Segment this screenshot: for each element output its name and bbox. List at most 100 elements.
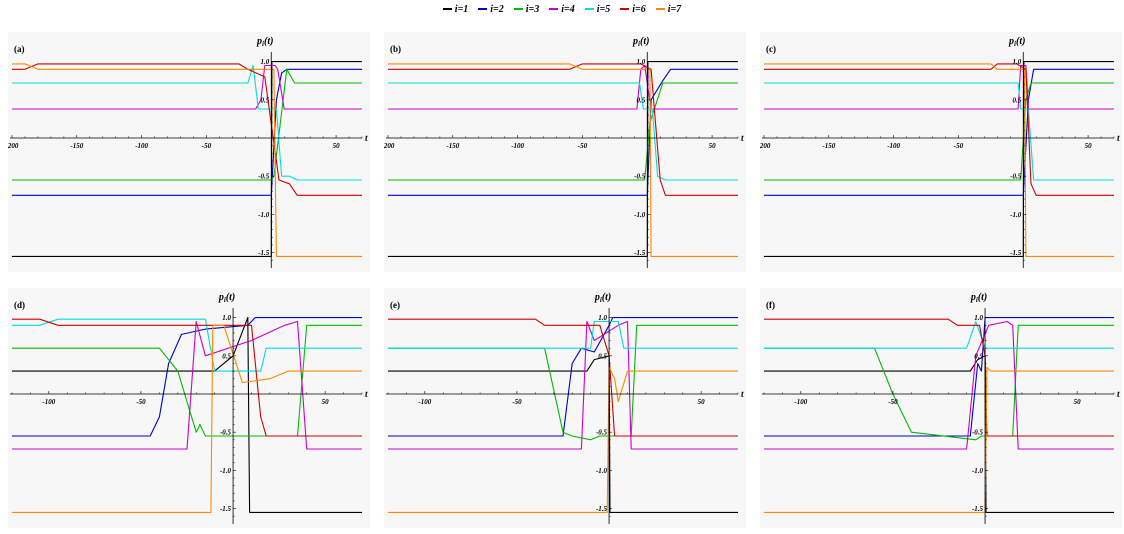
x-axis-label: t — [365, 133, 368, 143]
y-axis-label: pi(t) — [1008, 36, 1025, 48]
panel-label: (f) — [766, 300, 775, 310]
y-tick-label: -1.0 — [634, 211, 646, 219]
x-tick-label: -100 — [511, 142, 524, 150]
panel-label: (e) — [390, 300, 400, 310]
y-tick-label: -1.0 — [972, 467, 984, 475]
legend-swatch — [584, 8, 594, 10]
y-tick-label: -1.0 — [258, 211, 270, 219]
series-line-i4 — [388, 64, 738, 110]
y-tick-label: -1.0 — [596, 467, 608, 475]
y-axis-label: pi(t) — [970, 292, 987, 304]
legend-item: i=5 — [584, 3, 611, 15]
chart-panel-f: -100 -50 50 1.0 0.5 -0.5 -1.0 -1.5 t pi(t) (f) — [760, 288, 1122, 528]
series-line-i7 — [12, 63, 362, 257]
legend-swatch — [655, 8, 665, 10]
y-tick-label: -1.5 — [634, 249, 646, 257]
series-line-i2 — [388, 68, 738, 196]
y-axis-label: pi(t) — [218, 292, 235, 304]
x-tick-label: -100 — [794, 398, 807, 406]
series-line-i3 — [388, 82, 738, 181]
x-tick-label: -50 — [888, 398, 898, 406]
series-line-i2 — [388, 317, 738, 437]
legend-label: i=4 — [561, 3, 575, 15]
chart-legend: i=1 i=2 i=3 i=4 i=5 i=6 i=7 — [0, 0, 1124, 18]
series-line-i6 — [764, 318, 1114, 437]
legend-swatch — [620, 8, 630, 10]
panel-background — [760, 288, 1122, 528]
x-tick-label: -150 — [70, 142, 83, 150]
y-tick-label: 1.0 — [598, 314, 607, 322]
y-tick-label: 0.5 — [974, 352, 983, 360]
series-line-i7 — [764, 63, 1114, 257]
series-line-i5 — [388, 320, 738, 349]
y-tick-label: 1.0 — [637, 58, 646, 66]
y-tick-label: 1.0 — [222, 314, 231, 322]
y-tick-label: -1.5 — [596, 505, 608, 513]
x-tick-label: -100 — [887, 142, 900, 150]
panel-label: (b) — [390, 44, 401, 54]
series-line-i6 — [12, 318, 362, 437]
series-line-i2 — [12, 317, 362, 437]
x-tick-label: -50 — [578, 142, 588, 150]
x-tick-label: -50 — [202, 142, 212, 150]
legend-label: i=5 — [596, 3, 611, 15]
series-line-i6 — [388, 63, 738, 196]
series-line-i5 — [12, 64, 362, 181]
panel-label: (a) — [14, 44, 25, 54]
legend-swatch — [478, 8, 488, 10]
legend-item: i=7 — [655, 3, 682, 15]
panel-background — [384, 288, 746, 528]
x-tick-label: 50 — [333, 142, 341, 150]
series-line-i2 — [764, 317, 1114, 437]
x-tick-label: -50 — [136, 398, 146, 406]
series-line-i3 — [764, 324, 1114, 441]
series-line-i5 — [388, 82, 738, 181]
y-tick-label: 0.5 — [261, 96, 270, 104]
y-tick-label: -1.0 — [1010, 211, 1022, 219]
legend-item: i=1 — [442, 4, 468, 15]
chart-panel-b: -200 -150 -100 -50 50 1.0 0.5 -0.5 -1.0 -1.5 t pi(t… — [384, 32, 746, 272]
series-line-i1 — [764, 355, 1114, 513]
y-tick-label: 1.0 — [261, 58, 270, 66]
series-line-i3 — [388, 324, 738, 441]
x-tick-label: -50 — [512, 398, 522, 406]
chart-panel-c: -200 -150 -100 -50 50 1.0 0.5 -0.5 -1.0 -1.5 t pi(t… — [760, 32, 1122, 272]
series-line-i7 — [388, 366, 738, 513]
panel-background — [760, 32, 1122, 272]
x-tick-label: 50 — [1074, 398, 1082, 406]
legend-label: i=7 — [667, 3, 682, 15]
y-tick-label: 1.0 — [1013, 58, 1022, 66]
y-axis-label: pi(t) — [594, 292, 611, 304]
panel-label: (d) — [14, 300, 25, 310]
legend-item: i=3 — [513, 4, 539, 15]
y-tick-label: -1.5 — [220, 505, 232, 513]
y-tick-label: -0.5 — [1010, 173, 1022, 181]
x-axis-label: t — [1117, 133, 1120, 143]
chart-panel-e: -100 -50 50 1.0 0.5 -0.5 -1.0 -1.5 t pi(t) (e) — [384, 288, 746, 528]
x-axis-label: t — [741, 389, 744, 399]
x-tick-label: -100 — [418, 398, 431, 406]
x-axis-label: t — [1117, 389, 1120, 399]
y-tick-label: 1.0 — [974, 314, 983, 322]
y-tick-label: 0.5 — [598, 352, 607, 360]
series-line-i6 — [764, 63, 1114, 196]
panel-background — [8, 32, 370, 272]
legend-item: i=2 — [478, 4, 504, 15]
series-line-i1 — [12, 317, 362, 513]
series-line-i1 — [388, 355, 738, 513]
x-axis-label: t — [365, 389, 368, 399]
series-line-i3 — [12, 68, 362, 181]
panel-label: (c) — [766, 44, 776, 54]
y-tick-label: -1.5 — [258, 249, 270, 257]
series-line-i4 — [388, 320, 738, 450]
y-tick-label: -0.5 — [220, 429, 232, 437]
x-tick-label: -150 — [822, 142, 835, 150]
series-line-i2 — [12, 68, 362, 196]
y-tick-label: 0.5 — [1013, 96, 1022, 104]
x-tick-label: 50 — [698, 398, 706, 406]
legend-swatch — [442, 8, 452, 10]
y-tick-label: -0.5 — [596, 429, 608, 437]
y-tick-label: -1.5 — [1010, 249, 1022, 257]
series-line-i7 — [388, 63, 738, 257]
legend-label: i=6 — [632, 3, 646, 15]
